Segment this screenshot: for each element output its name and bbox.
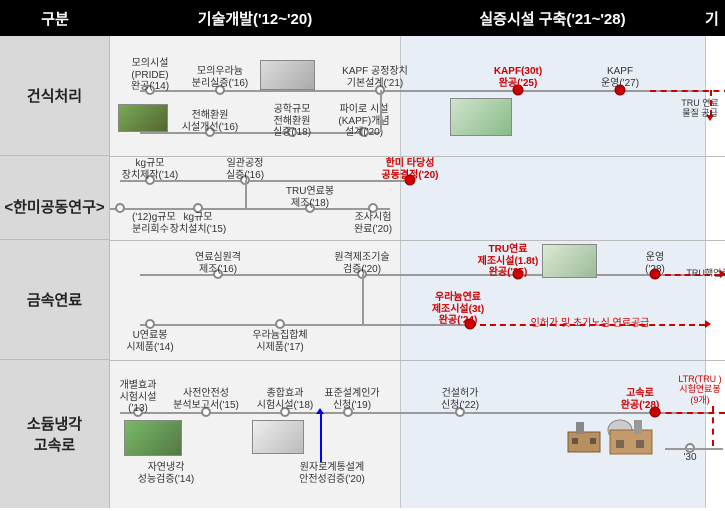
r1-lbl-kapf-op: KAPF운영('27) [601,66,639,89]
r4-lbl-integ-test: 종합효과시험시설('18) [257,388,314,411]
header-row: 구분 기술개발('12~'20) 실증시설 구축('21~'28) 기 [0,0,725,36]
row-label-joint: <한미공동연구> [0,156,109,240]
r3-node-u-asm [275,319,285,329]
r3-lbl-op: 운영('28) [645,252,665,275]
r2-connector [245,180,247,208]
r4-lbl-reactor-sys: 원자로계통설계안전성검증('20) [299,462,365,485]
r2-lbl-kg-fab: kg규모장치제작('14) [122,158,179,181]
r3-lbl-u-rod: U연료봉시제품('14) [126,330,173,353]
header-col-phase3: 기 [705,8,725,29]
r3-img-fac [542,244,597,278]
r4-ltr-vdash [712,406,714,446]
header-col-gubun: 구분 [0,8,110,29]
r4-blue-arrow [316,408,324,414]
r4-lbl-natcool: 자연냉각성능검증('14) [138,462,195,485]
row-sep-3 [110,360,725,361]
row-label-dry: 건식처리 [0,36,109,156]
r4-lbl-presaf: 사전안전성분석보고서('15) [173,388,239,411]
r3-lbl-trucore: TRU핵연료 [686,268,725,278]
r3-lbl-u-asm: 우라늄집합체시제품('17) [252,330,307,353]
r1-img-kapf [450,98,512,136]
r4-img-2 [252,420,304,454]
r3-lbl-tru-fac: TRU연료제조시설(1.8t)완공('25) [478,244,539,279]
r1-img-1 [260,60,315,90]
r4-dash [655,412,725,414]
r4-lbl-sfr-done: 고속로완공('28) [621,388,660,411]
r1-lbl-elec: 전해환원시설개선('16) [182,110,239,133]
r1-lbl-eng: 공학규모전해환원실증('18) [273,104,311,139]
r4-blue-line [320,412,322,462]
r1-lbl-tru-supply: TRU 연료물질 공급 [681,98,719,119]
r1-top-dash [650,90,725,92]
r1-lbl-mock-u: 모의우라늄분리실증('16) [192,66,249,89]
r2-lbl-tru-rod: TRU연료봉제조('18) [286,186,334,209]
r3-lbl-remote: 연료심원격제조('16) [195,252,241,275]
row-labels-col: 건식처리 <한미공동연구> 금속연료 소듐냉각고속로 [0,36,110,508]
header-col-phase1: 기술개발('12~'20) [110,8,400,29]
building-icon-1 [564,418,604,454]
r3-node-u-rod [145,319,155,329]
row-sep-1 [110,156,725,157]
header-col-phase2: 실증시설 구축('21~'28) [400,8,705,29]
r2-bot-line [110,208,390,210]
r4-lbl-30: '30 [683,452,696,464]
r4-lbl-stdlic: 표준설계인가신청('19) [324,388,379,411]
r3-lbl-u-fac: 우라늄연료제조시설(3t)완공('24) [432,292,484,327]
r1-img-2 [118,104,168,132]
r3-lbl-license: 인허가 및 초기노심 연료공급 [531,318,650,330]
row-label-sodium: 소듐냉각고속로 [0,360,109,508]
phase-divider [400,36,401,508]
r1-lbl-pride: 모의시설(PRIDE)완공('14) [131,58,169,93]
row-label-metal: 금속연료 [0,240,109,360]
r3-lbl-verify: 원격제조기술검증('20) [334,252,389,275]
timeline-area: 모의시설(PRIDE)완공('14) 모의우라늄분리실증('16) KAPF 공… [110,36,725,508]
r3-bot-line [140,324,470,326]
r2-lbl-kg-inst: kg규모장치설치('15) [170,212,227,235]
r4-lbl-const: 건설허가신청('22) [441,388,479,411]
r4-lbl-ltr: LTR(TRU )시험연료봉(9개) [678,374,721,405]
r1-connector [380,90,382,132]
body-area: 건식처리 <한미공동연구> 금속연료 소듐냉각고속로 모의시설(PRIDE)완공… [0,36,725,508]
r4-bot-ext [665,448,723,450]
r2-lbl-irr: 조사시험완료('20) [354,212,392,235]
r1-lbl-kapf-basic: KAPF 공정장치기본설계('21) [342,66,408,89]
r3-connector [362,274,364,324]
building-icon-2 [604,414,656,458]
r2-lbl-integ: 일관공정실증('16) [226,158,264,181]
r1-lbl-kapf-done: KAPF(30t)완공('25) [494,66,542,89]
row-sep-2 [110,240,725,241]
r2-lbl-joint: 한미 타당성공동결정('20) [382,158,439,181]
r3-bot-arrow [705,320,711,328]
r2-node-g [115,203,125,213]
r4-lbl-indiv: 개별효과시험시설('13) [120,380,157,415]
r4-img-1 [124,420,182,456]
